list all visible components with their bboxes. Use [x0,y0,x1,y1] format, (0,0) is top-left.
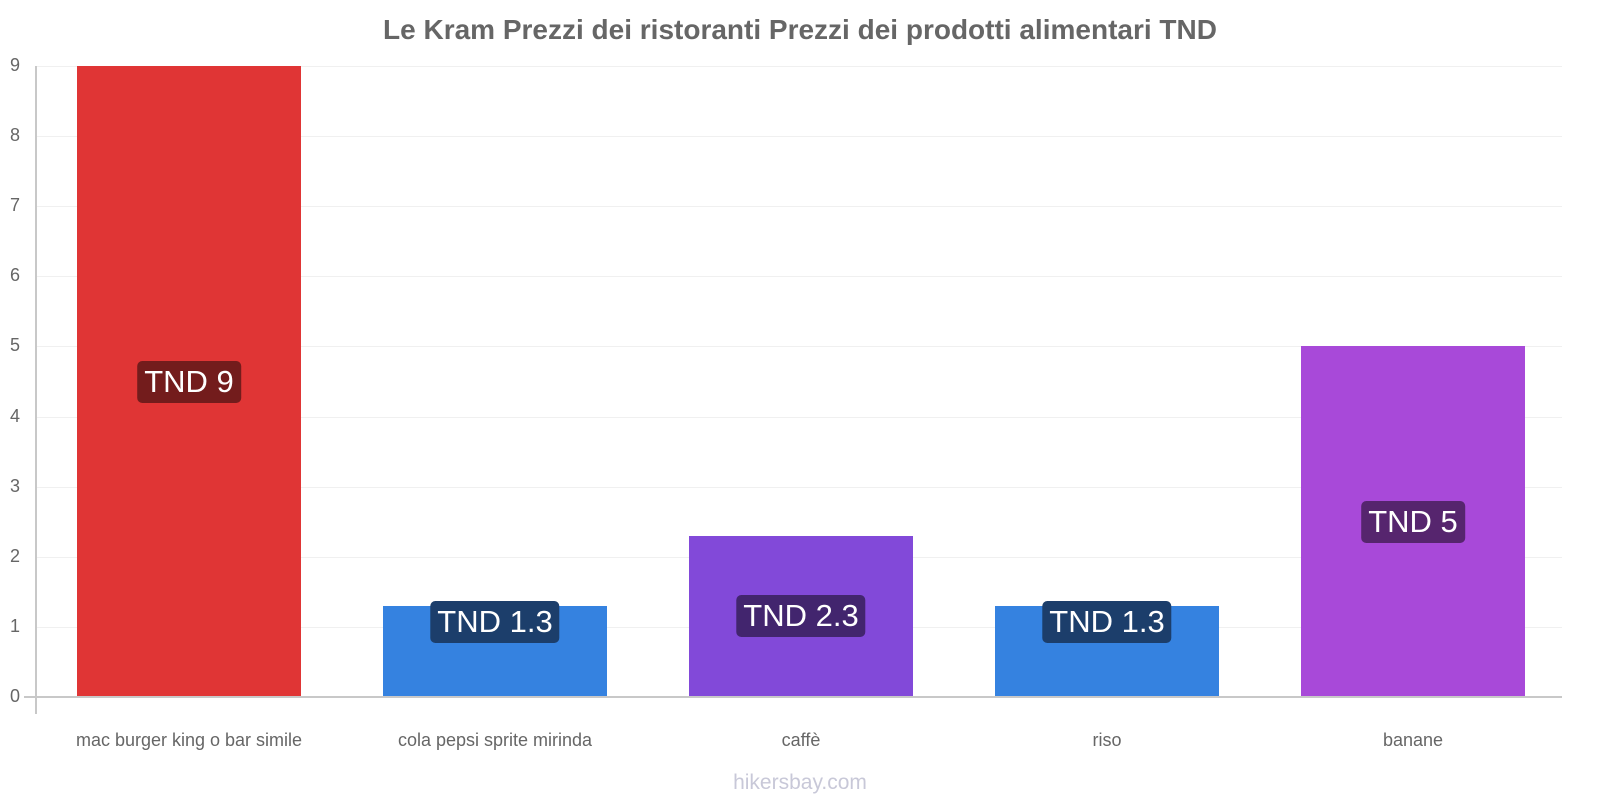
x-tick-label: mac burger king o bar simile [75,730,303,750]
y-tick-label: 9 [9,55,20,75]
x-tick-label: banane [1382,730,1444,750]
gridline [36,276,1562,278]
value-label: TND 1.3 [430,601,560,643]
y-tick-label: 2 [9,545,20,566]
x-tick-label: cola pepsi sprite mirinda [397,730,593,750]
gridline [36,486,1562,488]
y-tick-label: 7 [9,195,20,216]
gridline [36,206,1562,208]
chart-title: Le Kram Prezzi dei ristoranti Prezzi dei… [383,14,1217,45]
y-tick-label: 3 [9,475,20,496]
value-label: TND 2.3 [736,595,866,638]
y-tick-label: 1 [9,615,20,636]
gridline [36,136,1562,138]
x-tick-label: caffè [781,730,821,750]
x-tick-label: riso [1092,730,1122,750]
value-label: TND 5 [1361,500,1465,543]
gridline [36,416,1562,418]
value-label: TND 1.3 [1042,601,1172,643]
value-label: TND 9 [137,360,241,403]
y-tick-label: 8 [9,125,20,146]
gridline [36,66,1562,67]
y-tick-label: 4 [9,405,20,426]
y-tick-label: 0 [9,686,20,706]
x-axis [24,696,1562,698]
gridline [36,346,1562,348]
y-axis [35,66,37,714]
y-tick-label: 5 [9,335,20,356]
y-tick-label: 6 [9,265,20,286]
watermark: hikersbay.com [733,771,867,794]
